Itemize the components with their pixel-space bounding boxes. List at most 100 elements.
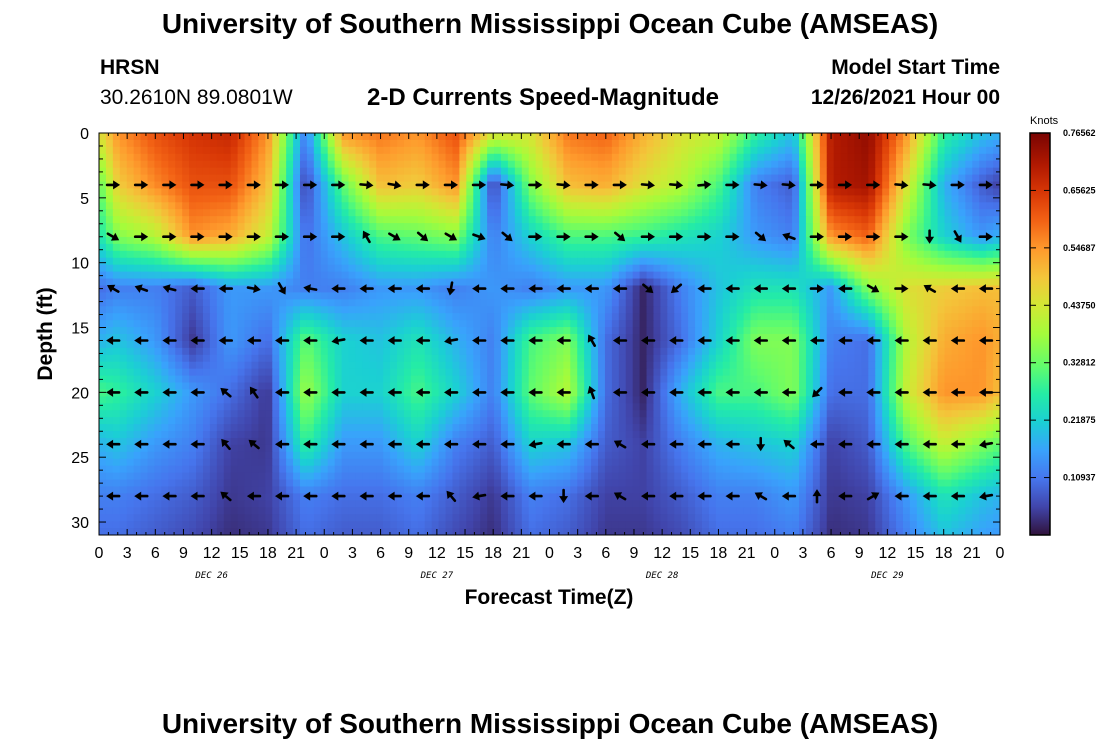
heatmap-cell (854, 133, 862, 141)
heatmap-cell (715, 223, 724, 231)
heatmap-cell (147, 340, 156, 349)
heatmap-cell (313, 216, 322, 224)
heatmap-cell (202, 195, 211, 203)
heatmap-cell (736, 327, 745, 335)
heatmap-cell (313, 375, 322, 384)
heatmap-cell (112, 361, 121, 370)
heatmap-cell (979, 230, 987, 238)
heatmap-cell (244, 167, 253, 176)
heatmap-cell (618, 271, 627, 280)
heatmap-cell (528, 153, 537, 162)
heatmap-cell (390, 243, 398, 252)
heatmap-cell (341, 188, 350, 196)
heatmap-cell (299, 202, 308, 210)
heatmap-cell (424, 188, 433, 196)
heatmap-cell (611, 167, 620, 176)
heatmap-cell (258, 236, 266, 245)
heatmap-cell (577, 167, 585, 176)
heatmap-cell (438, 139, 447, 148)
heatmap-cell (632, 139, 641, 148)
heatmap-cell (147, 389, 156, 397)
heatmap-cell (299, 257, 308, 266)
heatmap-cell (466, 271, 474, 280)
heatmap-cell (833, 160, 842, 169)
heatmap-cell (258, 354, 266, 363)
heatmap-cell (701, 153, 710, 162)
heatmap-cell (154, 271, 162, 280)
heatmap-cell (383, 230, 391, 238)
heatmap-cell (923, 354, 932, 363)
heatmap-cell (341, 160, 350, 169)
heatmap-cell (390, 368, 398, 377)
heatmap-cell (951, 174, 960, 183)
heatmap-cell (930, 299, 939, 307)
heatmap-cell (833, 347, 842, 356)
heatmap-cell (237, 174, 246, 183)
heatmap-cell (570, 236, 578, 245)
heatmap-cell (521, 146, 530, 155)
heatmap-cell (799, 285, 807, 294)
heatmap-cell (660, 264, 668, 273)
heatmap-cell (930, 313, 939, 321)
heatmap-cell (792, 174, 800, 183)
heatmap-cell (521, 181, 530, 190)
heatmap-cell (473, 209, 481, 217)
heatmap-cell (937, 368, 946, 377)
heatmap-cell (182, 264, 190, 273)
heatmap-cell (237, 250, 246, 259)
heatmap-cell (764, 230, 772, 238)
heatmap-cell (757, 160, 765, 169)
heatmap-cell (410, 195, 419, 203)
heatmap-cell (584, 236, 592, 245)
heatmap-cell (909, 153, 918, 162)
heatmap-cell (403, 195, 412, 203)
heatmap-cell (882, 250, 890, 259)
heatmap-cell (403, 382, 412, 391)
heatmap-cell (563, 133, 571, 141)
heatmap-cell (403, 320, 412, 328)
heatmap-cell (223, 278, 232, 287)
heatmap-cell (327, 139, 336, 148)
heatmap-cell (625, 223, 634, 231)
heatmap-cell (556, 292, 564, 300)
heatmap-cell (896, 306, 904, 314)
heatmap-cell (646, 216, 655, 224)
heatmap-cell (438, 230, 447, 238)
heatmap-cell (230, 396, 239, 404)
heatmap-cell (785, 146, 793, 155)
heatmap-cell (598, 146, 606, 155)
heatmap-cell (466, 382, 474, 391)
heatmap-cell (778, 195, 786, 203)
heatmap-cell (972, 195, 980, 203)
heatmap-cell (743, 299, 752, 307)
heatmap-cell (854, 160, 862, 169)
heatmap-cell (577, 257, 585, 266)
heatmap-cell (383, 361, 391, 370)
heatmap-cell (972, 188, 980, 196)
heatmap-cell (632, 223, 641, 231)
heatmap-cell (639, 361, 648, 370)
heatmap-cell (667, 299, 675, 307)
heatmap-cell (452, 257, 460, 266)
heatmap-cell (244, 146, 253, 155)
heatmap-cell (355, 361, 363, 370)
heatmap-cell (299, 313, 308, 321)
heatmap-cell (993, 188, 1000, 196)
heatmap-cell (209, 327, 218, 335)
heatmap-cell (168, 340, 176, 349)
heatmap-cell (320, 354, 329, 363)
heatmap-cell (299, 264, 308, 273)
heatmap-cell (216, 306, 225, 314)
heatmap-cell (279, 243, 287, 252)
heatmap-cell (341, 216, 350, 224)
heatmap-cell (480, 334, 488, 342)
heatmap-cell (306, 250, 315, 259)
heatmap-cell (410, 285, 419, 294)
heatmap-cell (168, 375, 176, 384)
heatmap-cell (639, 202, 648, 210)
heatmap-cell (889, 368, 897, 377)
heatmap-cell (840, 361, 849, 370)
heatmap-cell (487, 230, 495, 238)
heatmap-cell (591, 334, 599, 342)
heatmap-cell (313, 139, 322, 148)
